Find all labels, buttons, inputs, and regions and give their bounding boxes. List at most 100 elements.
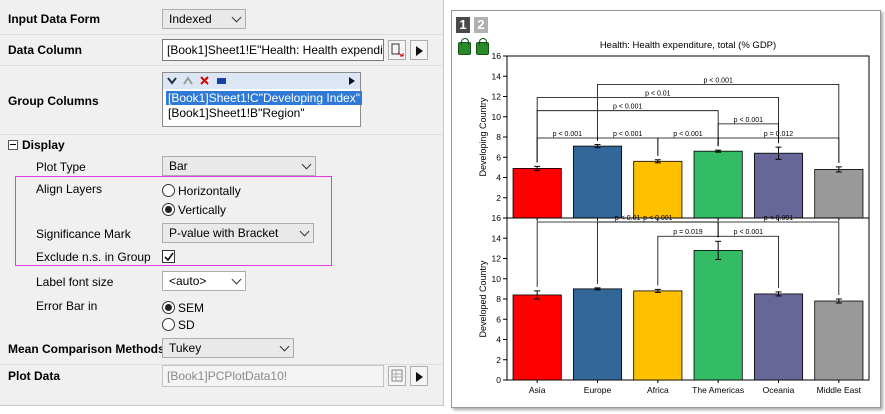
input-data-form-dropdown[interactable]: Indexed xyxy=(162,9,246,29)
sd-label: SD xyxy=(178,318,195,332)
lock-icon[interactable] xyxy=(458,38,471,55)
move-down-icon[interactable] xyxy=(167,77,177,85)
bar xyxy=(753,152,804,219)
mean-comparison-label: Mean Comparison Methods xyxy=(8,342,165,356)
chevron-down-icon xyxy=(299,226,310,237)
bar xyxy=(814,168,864,219)
significance-mark-label: Significance Mark xyxy=(36,227,131,241)
plot-type-label: Plot Type xyxy=(36,160,86,174)
data-column-menu-button[interactable] xyxy=(410,40,428,60)
exclude-ns-checkbox[interactable] xyxy=(162,250,175,263)
chevron-down-icon xyxy=(231,12,242,23)
bar xyxy=(572,288,623,381)
x-tick-label: Europe xyxy=(584,385,612,395)
plot-data-input[interactable]: [Book1]PCPlotData10! xyxy=(162,365,384,387)
y-tick-label: 8 xyxy=(496,132,501,142)
y-tick-label: 16 xyxy=(492,213,502,223)
sem-radio[interactable] xyxy=(162,301,175,314)
y-tick-label: 2 xyxy=(496,193,501,203)
y-tick-label: 2 xyxy=(496,355,501,365)
collapse-icon[interactable] xyxy=(8,140,18,150)
divider xyxy=(0,65,443,66)
select-column-button[interactable] xyxy=(388,40,406,60)
significance-mark-dropdown[interactable]: P-value with Bracket xyxy=(162,223,314,243)
list-item[interactable]: [Book1]Sheet1!B"Region" xyxy=(168,106,305,120)
list-item[interactable]: [Book1]Sheet1!C"Developing Index" xyxy=(166,91,362,105)
play-arrow-icon[interactable] xyxy=(349,77,355,85)
label-font-size-dropdown[interactable]: <auto> xyxy=(162,271,246,291)
chart-title: Health: Health expenditure, total (% GDP… xyxy=(600,40,776,51)
sd-radio[interactable] xyxy=(162,318,175,331)
exclude-ns-label: Exclude n.s. in Group xyxy=(36,250,151,264)
horizontally-label: Horizontally xyxy=(178,184,241,198)
y-tick-label: 14 xyxy=(492,233,502,243)
remove-icon[interactable] xyxy=(200,76,209,85)
plot-type-dropdown[interactable]: Bar xyxy=(162,156,316,176)
align-layers-label: Align Layers xyxy=(36,182,103,196)
chevron-down-icon xyxy=(301,159,312,170)
mean-comparison-dropdown[interactable]: Tukey xyxy=(162,338,294,358)
bar xyxy=(512,294,562,381)
bar xyxy=(633,160,683,219)
y-tick-label: 10 xyxy=(492,274,502,284)
column-select-icon xyxy=(391,43,404,57)
plot-data-label: Plot Data xyxy=(8,369,61,383)
plot-data-value: [Book1]PCPlotData10! xyxy=(167,369,288,383)
significance-label: p < 0.01 xyxy=(645,91,671,98)
y-tick-label: 14 xyxy=(492,71,502,81)
significance-bracket xyxy=(536,221,719,287)
plot-data-browse-button[interactable] xyxy=(388,366,406,386)
y-tick-label: 4 xyxy=(496,173,501,183)
x-tick-label: Asia xyxy=(529,385,546,395)
vertically-radio[interactable] xyxy=(162,203,175,216)
dialog-panel: Input Data Form Indexed Data Column [Boo… xyxy=(0,0,444,406)
y-axis-label: Developing Country xyxy=(478,97,488,177)
significance-label: p = 0.019 xyxy=(673,229,702,236)
horizontally-radio[interactable] xyxy=(162,184,175,197)
error-bar-label: Error Bar in xyxy=(36,299,98,313)
layer-tab-2[interactable]: 2 xyxy=(474,17,488,33)
significance-bracket xyxy=(597,83,840,163)
plot-type-value: Bar xyxy=(169,159,188,173)
x-tick-label: Africa xyxy=(647,385,669,395)
bar xyxy=(693,150,743,219)
significance-label: p < 0.001 xyxy=(734,229,763,236)
significance-mark-value: P-value with Bracket xyxy=(169,226,279,240)
lock-icon[interactable] xyxy=(476,38,489,55)
bar xyxy=(814,300,864,381)
data-column-input[interactable]: [Book1]Sheet1!E"Health: Health expenditu… xyxy=(162,39,384,61)
significance-label: p < 0.01 xyxy=(615,215,641,222)
x-tick-label: The Americas xyxy=(692,385,744,395)
display-section-label: Display xyxy=(22,138,65,152)
y-tick-label: 4 xyxy=(496,335,501,345)
data-column-label: Data Column xyxy=(8,43,83,57)
input-data-form-label: Input Data Form xyxy=(8,12,100,26)
plot-data-menu-button[interactable] xyxy=(410,366,428,386)
bar xyxy=(572,145,623,219)
significance-bracket xyxy=(536,97,779,163)
layer-tab-1[interactable]: 1 xyxy=(456,17,470,33)
significance-label: p < 0.001 xyxy=(673,131,702,138)
y-tick-label: 10 xyxy=(492,112,502,122)
bar xyxy=(633,290,683,381)
significance-label: p < 0.001 xyxy=(613,131,642,138)
y-axis-label: Developed Country xyxy=(478,260,488,338)
divider xyxy=(0,34,443,35)
input-data-form-value: Indexed xyxy=(169,12,212,26)
x-tick-label: Middle East xyxy=(817,385,862,395)
significance-label: p < 0.001 xyxy=(613,104,642,111)
chevron-down-icon xyxy=(231,274,242,285)
label-font-size-value: <auto> xyxy=(169,274,207,288)
move-up-icon[interactable] xyxy=(183,76,193,85)
checkmark-icon xyxy=(164,252,174,262)
group-columns-list[interactable]: [Book1]Sheet1!C"Developing Index" [Book1… xyxy=(162,72,362,127)
data-column-value: [Book1]Sheet1!E"Health: Health expenditu… xyxy=(167,43,384,57)
add-icon[interactable] xyxy=(217,78,226,84)
y-tick-label: 6 xyxy=(496,152,501,162)
play-arrow-icon xyxy=(416,372,423,382)
chart-svg: Health: Health expenditure, total (% GDP… xyxy=(478,40,870,395)
divider xyxy=(0,134,443,135)
significance-label: p < 0.001 xyxy=(734,117,763,124)
significance-label: p < 0.001 xyxy=(703,77,732,84)
